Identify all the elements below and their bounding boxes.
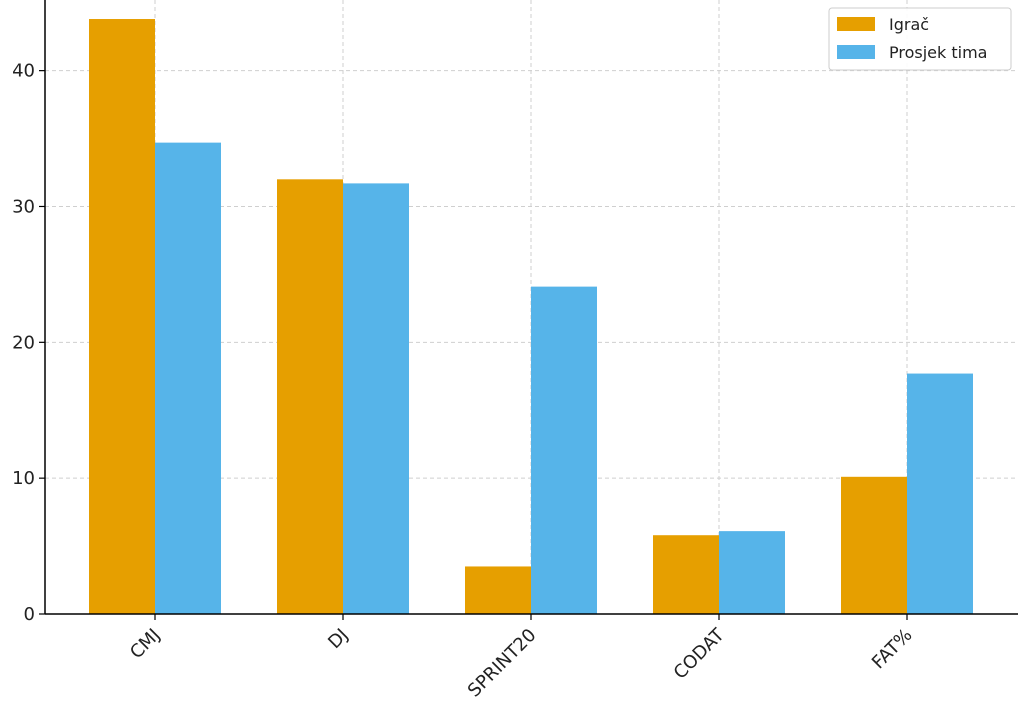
y-tick-label: 40 [12,61,35,82]
legend-label-player: Igrač [889,15,929,34]
bar-team-average-sprint20 [531,286,597,614]
bar-team-average-dj [343,183,409,614]
bars [89,19,973,614]
legend-swatch-team-average [837,45,875,59]
legend-swatch-player [837,17,875,31]
bar-team-average-codat [719,531,785,614]
bar-team-average-cmj [155,142,221,614]
bar-player-fat [841,476,907,614]
y-tick-label: 20 [12,332,35,353]
y-tick-label: 10 [12,468,35,489]
bar-player-dj [277,179,343,614]
x-tick-label-sprint20: SPRINT20 [464,625,541,702]
bar-team-average-fat [907,373,973,614]
bar-player-sprint20 [465,566,531,614]
legend-label-team-average: Prosjek tima [889,43,987,62]
legend: Igrač Prosjek tima [828,7,1012,71]
y-tick-label: 30 [12,196,35,217]
bar-player-cmj [89,19,155,614]
x-tick-label-cmj: CMJ [126,625,164,663]
x-tick-label-fat: FAT% [868,625,917,674]
y-tick-label: 0 [24,604,35,625]
x-tick-label-codat: CODAT [670,624,730,684]
x-ticks: CMJ DJ SPRINT20 CODAT FAT% [126,614,917,702]
x-tick-label-dj: DJ [324,625,352,653]
bar-player-codat [653,535,719,614]
y-ticks: 0 10 20 30 40 [12,61,45,625]
